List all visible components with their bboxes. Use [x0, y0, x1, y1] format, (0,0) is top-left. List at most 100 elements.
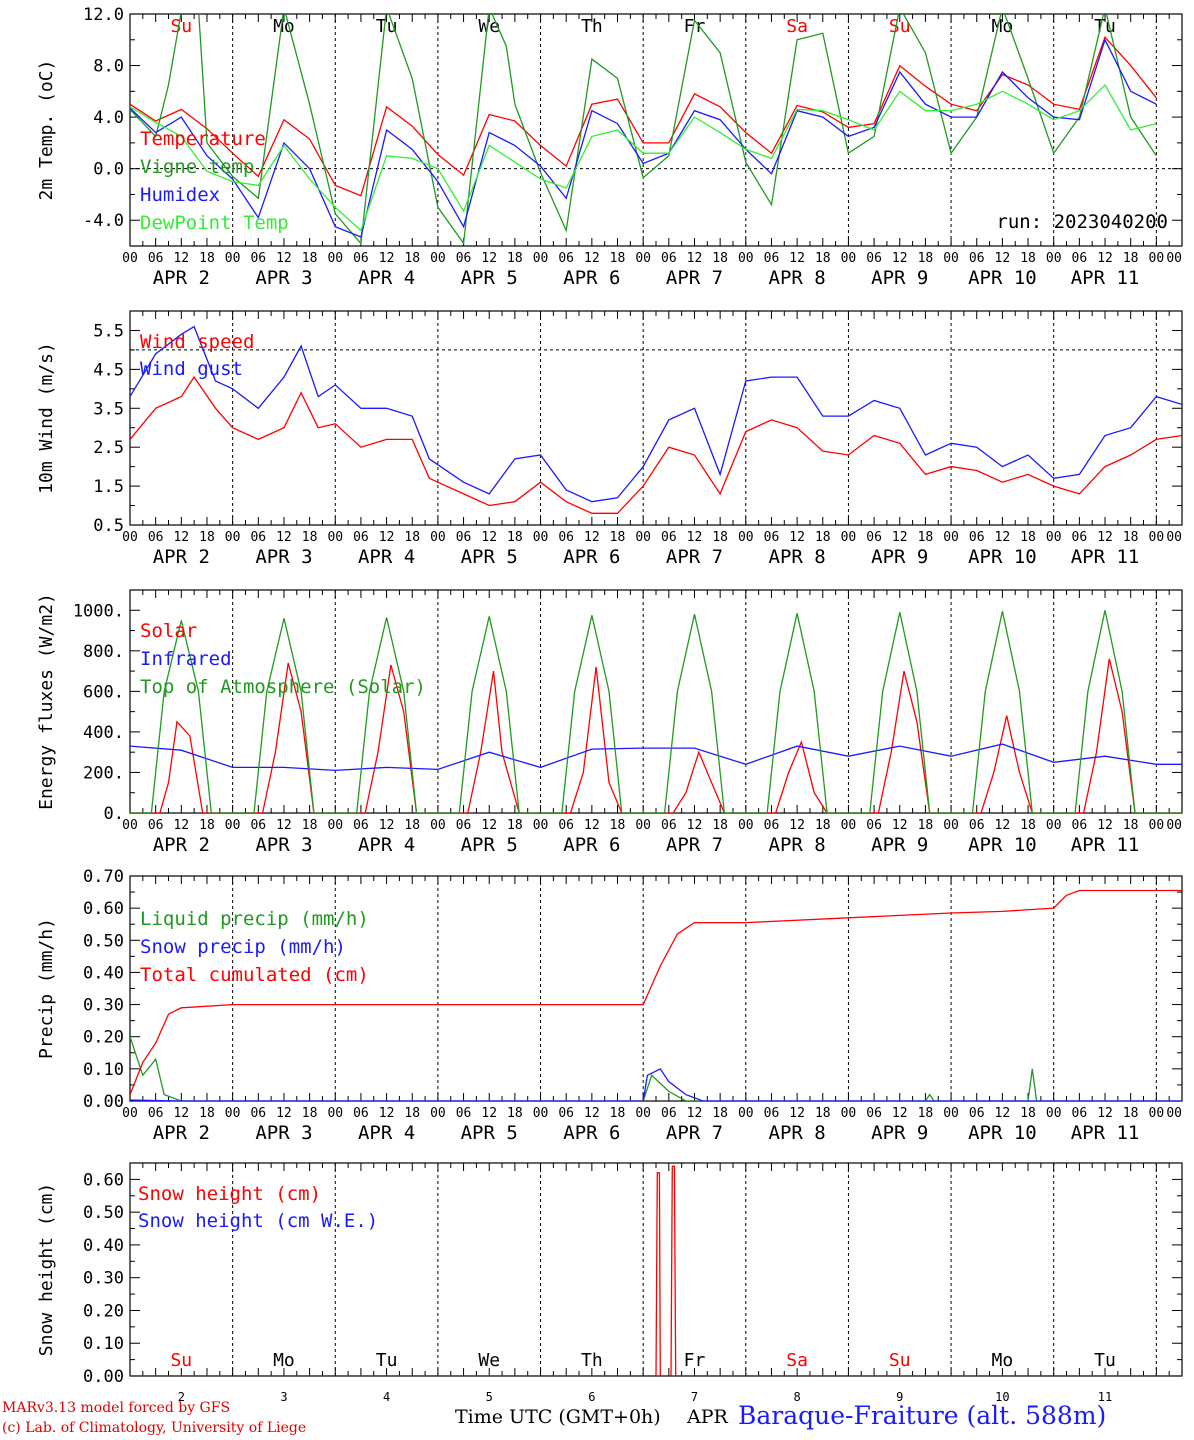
hour-label: 12 [995, 251, 1011, 266]
y-tick-label: 0.40 [83, 963, 124, 983]
hour-label: 12 [687, 530, 703, 545]
y-tick-label: 0.20 [83, 1301, 124, 1321]
hour-label: 00 [738, 251, 754, 266]
hour-label: 18 [404, 251, 420, 266]
y-tick-label: 0.10 [83, 1060, 124, 1080]
y-axis-title: Energy fluxes (W/m2) [36, 593, 57, 810]
y-tick-label: 0.30 [83, 1269, 124, 1289]
y-tick-label: 0.0 [93, 160, 124, 180]
panel-frame-wind [129, 310, 1183, 526]
hour-label: 12 [276, 1106, 292, 1121]
hour-label: 12 [687, 818, 703, 833]
y-tick-label: 200. [83, 763, 124, 783]
hour-label: 06 [661, 1106, 677, 1121]
hour-label: 18 [1123, 251, 1139, 266]
hour-label: 12 [276, 530, 292, 545]
date-label: 3 [280, 1390, 287, 1404]
hour-label: 00 [943, 1106, 959, 1121]
hour-label: 00 [1046, 818, 1062, 833]
weekday-label: Th [581, 16, 603, 37]
legend-entry: DewPoint Temp [140, 212, 289, 234]
hour-label: 00 [225, 530, 241, 545]
hour-label: 06 [250, 251, 266, 266]
y-tick-label: 0.5 [93, 516, 124, 536]
date-label: APR 8 [769, 1122, 826, 1144]
weekday-label: Su [170, 1350, 192, 1371]
hour-label: 00 [1046, 530, 1062, 545]
hour-label: 12 [276, 818, 292, 833]
hour-label: 18 [815, 1106, 831, 1121]
hour-label: 06 [661, 818, 677, 833]
y-tick-label: -4.0 [83, 211, 124, 231]
hour-label: 12 [379, 251, 395, 266]
legend-entry: Humidex [140, 184, 220, 206]
hour-label: 18 [302, 818, 318, 833]
date-label: APR 4 [358, 267, 415, 289]
hour-label: 06 [866, 1106, 882, 1121]
hour-label: 12 [995, 818, 1011, 833]
hour-label: 06 [558, 1106, 574, 1121]
legend-entry: Wind gust [140, 358, 243, 380]
hour-label: 18 [1020, 818, 1036, 833]
hour-label: 00 [225, 251, 241, 266]
hour-label: 00 [1149, 1106, 1165, 1121]
weekday-label: Su [889, 1350, 911, 1371]
hour-label: 12 [789, 818, 805, 833]
hour-label: 18 [712, 1106, 728, 1121]
date-label: APR 7 [666, 834, 723, 856]
hour-label: 06 [866, 530, 882, 545]
hour-label: 06 [558, 251, 574, 266]
hour-label: 06 [1072, 818, 1088, 833]
hour-label: 06 [558, 818, 574, 833]
date-label: 9 [896, 1390, 903, 1404]
hour-label: 00 [122, 1106, 138, 1121]
x-axis-title-month: APR [687, 1406, 728, 1428]
hour-label: 18 [1020, 1106, 1036, 1121]
weekday-label: Tu [1094, 1350, 1116, 1371]
hour-label: 00 [533, 251, 549, 266]
series-wind-gust [130, 325, 1182, 503]
weekday-label: Sa [786, 1350, 808, 1371]
series-temperature [130, 35, 1157, 197]
hour-label: 18 [404, 530, 420, 545]
y-tick-label: 0.50 [83, 931, 124, 951]
y-axis-title: 2m Temp. (oC) [36, 60, 57, 201]
hour-label: 18 [918, 1106, 934, 1121]
y-tick-label: 0.00 [83, 1367, 124, 1387]
date-label: APR 11 [1071, 834, 1140, 856]
hour-label: 00 [533, 530, 549, 545]
hour-label: 12 [892, 251, 908, 266]
y-tick-label: 8.0 [93, 57, 124, 77]
hour-label: 12 [789, 1106, 805, 1121]
hour-label: 12 [687, 1106, 703, 1121]
date-label: APR 9 [871, 834, 928, 856]
date-label: APR 9 [871, 1122, 928, 1144]
date-label: APR 6 [563, 267, 620, 289]
hour-label: 18 [815, 251, 831, 266]
date-label: APR 7 [666, 267, 723, 289]
hour-label: 18 [1123, 1106, 1139, 1121]
legend-entry: Wind speed [140, 331, 254, 353]
weekday-label: We [478, 1350, 500, 1371]
hour-label: 18 [199, 1106, 215, 1121]
hour-label: 12 [173, 251, 189, 266]
date-label: APR 7 [666, 546, 723, 568]
weekday-label: Mo [992, 16, 1014, 37]
hour-label: 12 [789, 251, 805, 266]
hour-label: 00 [738, 1106, 754, 1121]
hour-label: 06 [661, 251, 677, 266]
hour-label: 18 [918, 818, 934, 833]
hour-label: 18 [302, 530, 318, 545]
y-tick-label: 0.20 [83, 1028, 124, 1048]
date-label: APR 5 [461, 1122, 518, 1144]
y-tick-label: 2.5 [93, 438, 124, 458]
hour-label: 06 [764, 1106, 780, 1121]
hour-label: 06 [764, 530, 780, 545]
y-tick-label: 5.5 [93, 321, 124, 341]
date-label: APR 6 [563, 1122, 620, 1144]
hour-label: 00 [635, 251, 651, 266]
series-dewpoint-temp [130, 83, 1157, 232]
date-label: APR 8 [769, 834, 826, 856]
hour-label: 00 [1046, 1106, 1062, 1121]
